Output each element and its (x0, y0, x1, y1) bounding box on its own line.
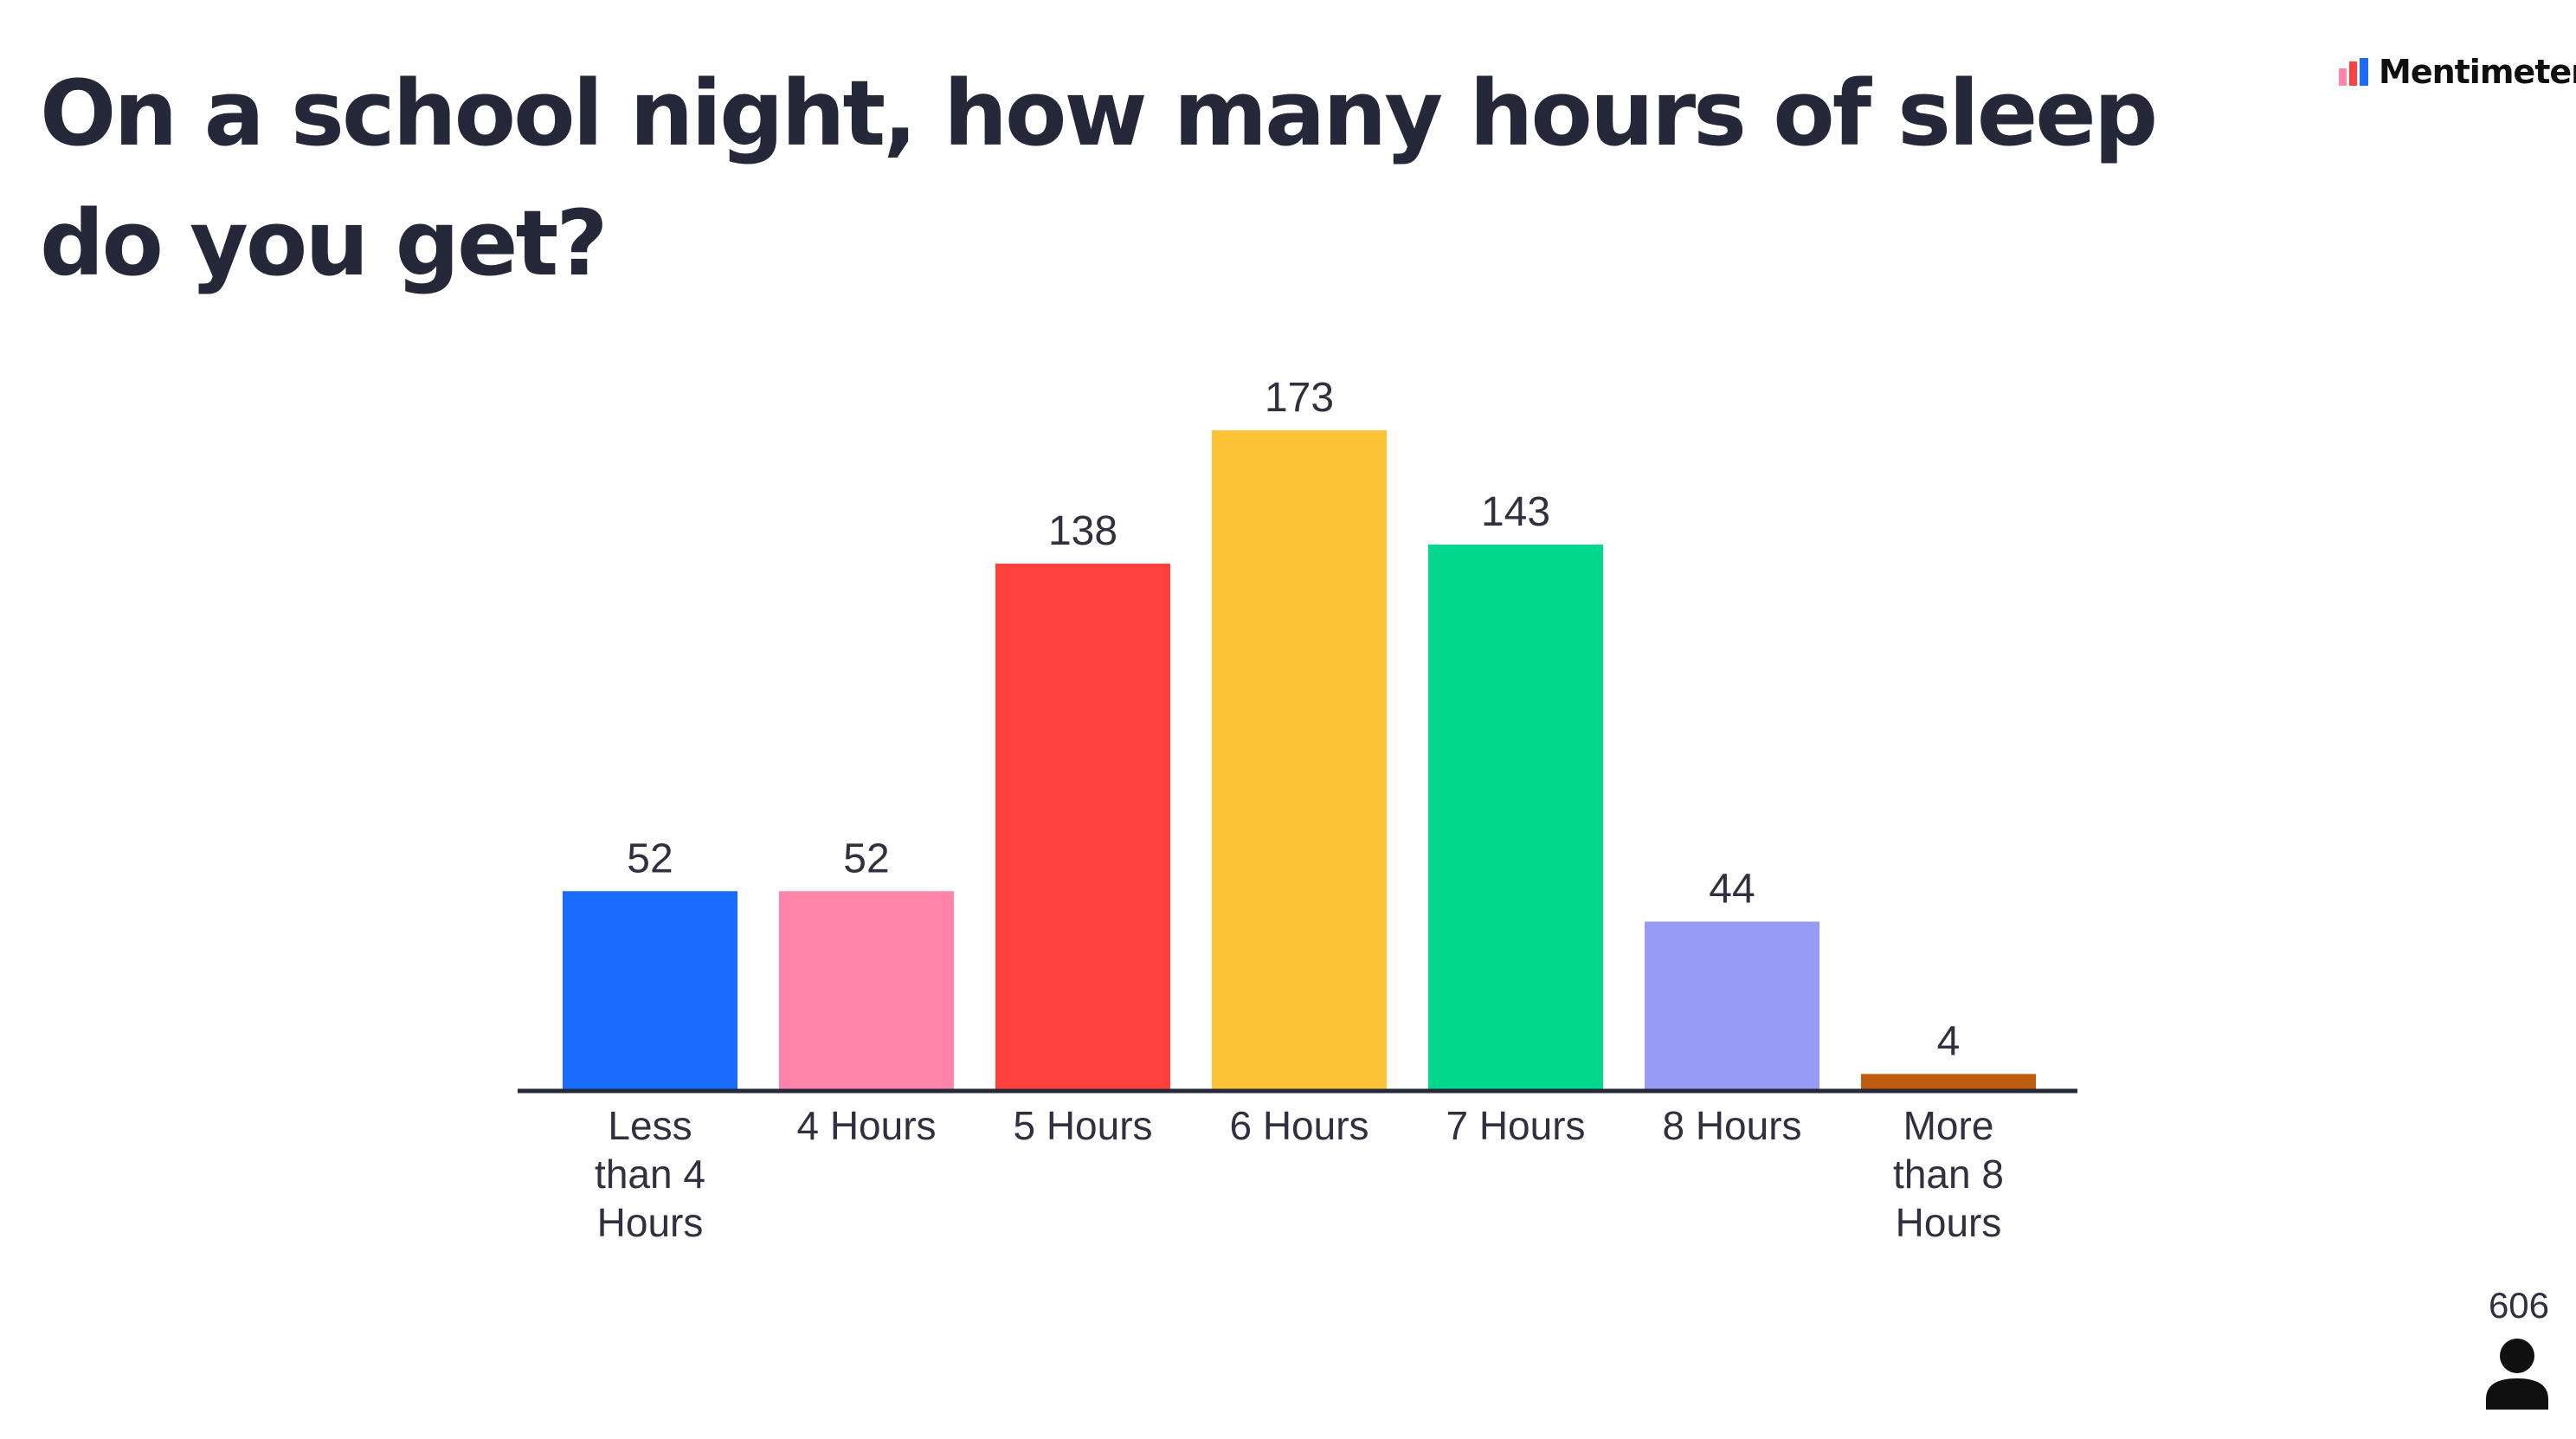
bar-value-label: 138 (1048, 508, 1117, 554)
bar-value-label: 4 (1937, 1018, 1961, 1064)
bar-value-label: 143 (1481, 489, 1550, 535)
category-label: 4 Hours (796, 1103, 936, 1148)
bar-value-label: 52 (843, 836, 889, 881)
bar-7 (1861, 1074, 2036, 1089)
category-label: 5 Hours (1013, 1103, 1152, 1148)
bar-5 (1428, 544, 1603, 1089)
participant-count: 606 (2488, 1285, 2550, 1326)
bar-value-label: 44 (1709, 866, 1755, 912)
brand-logo: Mentimeter (2339, 50, 2576, 94)
bar-1 (563, 891, 737, 1089)
category-label: 8 Hours (1662, 1103, 1801, 1148)
category-label: 7 Hours (1446, 1103, 1585, 1148)
brand-name: Mentimeter (2379, 53, 2576, 91)
category-label: 6 Hours (1229, 1103, 1368, 1148)
person-icon (2486, 1339, 2548, 1410)
bar-value-label: 52 (627, 836, 673, 881)
bar-4 (1212, 430, 1387, 1089)
category-label: More than 8 Hours (1893, 1103, 2004, 1245)
question-title: On a school night, how many hours of sle… (40, 61, 2158, 296)
bar-2 (779, 891, 954, 1089)
mentimeter-logo-icon (2339, 58, 2368, 86)
bar-value-label: 173 (1265, 375, 1334, 421)
category-label: Less than 4 Hours (595, 1103, 705, 1245)
bar-6 (1645, 921, 1819, 1089)
bar-3 (995, 563, 1170, 1089)
